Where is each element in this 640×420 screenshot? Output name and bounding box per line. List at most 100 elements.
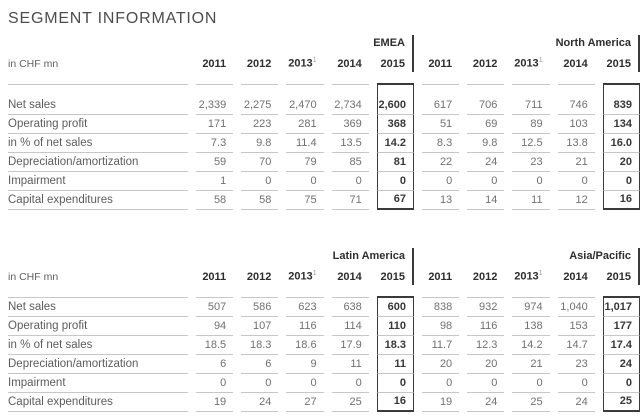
value-cell: 13 [422,191,460,210]
year-header-2013-group2: 20131 [512,264,549,285]
year-label: 2011 [202,58,227,70]
value-cell: 70 [241,153,279,172]
value-cell: 2,339 [196,96,234,115]
spacer-cell [8,85,188,96]
header-rule [512,285,550,298]
value-cell: 11.4 [286,134,324,153]
year-header-2014-group2: 2014 [558,264,595,285]
year-header-2015-group2: 2015 [603,264,640,285]
row-label: in % of net sales [8,134,188,153]
value-cell: 116 [467,317,505,336]
value-cell: 0 [241,374,279,393]
year-label: 2011 [428,271,453,283]
header-rule [241,285,279,298]
value-cell: 103 [557,115,595,134]
value-cell: 0 [512,172,550,191]
year-header-2013-group2: 20131 [512,51,549,72]
header-rule [196,285,234,298]
value-cell: 171 [196,115,234,134]
value-cell: 22 [422,153,460,172]
value-cell: 2,275 [241,96,279,115]
year-label: 2011 [428,58,453,70]
value-cell: 11 [331,355,369,374]
value-cell: 0 [422,374,460,393]
value-cell: 27 [286,393,324,412]
value-cell: 67 [376,191,414,210]
row-label: Capital expenditures [8,393,188,412]
value-cell: 600 [376,298,414,317]
value-cell: 20 [602,153,640,172]
header-rule [331,285,369,298]
value-cell: 58 [241,191,279,210]
value-cell: 12.5 [512,134,550,153]
region-header-north-america: North America [422,35,640,51]
value-cell: 838 [422,298,460,317]
value-cell: 746 [557,96,595,115]
year-label: 2015 [380,271,405,283]
value-cell: 0 [467,172,505,191]
spacer-cell [196,85,233,96]
header-rule [196,72,234,85]
year-label: 2012 [246,271,272,283]
value-cell: 11.7 [422,336,460,355]
value-cell: 17.9 [331,336,369,355]
header-rule [422,285,460,298]
value-cell: 81 [376,153,414,172]
value-cell: 12 [557,191,595,210]
region-header-asia-pacific: Asia/Pacific [422,248,640,264]
value-cell: 281 [286,115,324,134]
year-header-2012-group2: 2012 [467,51,504,72]
value-cell: 586 [241,298,279,317]
year-header-2011-group2: 2011 [422,51,459,72]
row-label: Net sales [8,96,188,115]
value-cell: 13.5 [331,134,369,153]
value-cell: 69 [467,115,505,134]
value-cell: 14 [467,191,505,210]
value-cell: 0 [602,172,640,191]
value-cell: 16 [602,191,640,210]
value-cell: 1 [196,172,234,191]
year-header-2015-group1: 2015 [377,264,414,285]
header-rule [286,72,324,85]
year-label: 2012 [246,58,272,70]
value-cell: 14.2 [512,336,550,355]
value-cell: 0 [557,374,595,393]
value-cell: 116 [286,317,324,336]
value-cell: 368 [376,115,414,134]
value-cell: 24 [241,393,279,412]
value-cell: 1,040 [557,298,595,317]
year-label: 2013 [514,271,539,283]
header-rule [557,285,595,298]
year-label: 2015 [380,58,405,70]
year-label: 2014 [337,271,362,283]
segment-tables: EMEA North America in CHF mn 2011 2012 20131 2… [0,35,640,412]
year-label: 2014 [337,58,362,70]
header-rule [286,285,324,298]
unit-label: in CHF mn [8,271,59,283]
header-rule [602,72,640,85]
footnote-marker: 1 [538,57,543,65]
year-header-2014-group1: 2014 [332,264,369,285]
value-cell: 0 [286,374,324,393]
value-cell: 0 [286,172,324,191]
region-header-latin-america: Latin America [196,248,414,264]
value-cell: 18.5 [196,336,234,355]
value-cell: 0 [422,172,460,191]
value-cell: 177 [602,317,640,336]
value-cell: 18.3 [376,336,414,355]
value-cell: 107 [241,317,279,336]
row-label: Impairment [8,374,188,393]
value-cell: 617 [422,96,460,115]
year-header-2015-group1: 2015 [377,51,414,72]
value-cell: 20 [422,355,460,374]
year-header-2012-group2: 2012 [467,264,504,285]
header-rule [376,285,414,298]
value-cell: 25 [331,393,369,412]
header-rule [512,72,550,85]
value-cell: 24 [467,393,505,412]
value-cell: 14.7 [557,336,595,355]
value-cell: 0 [331,172,369,191]
value-cell: 623 [286,298,324,317]
value-cell: 974 [512,298,550,317]
value-cell: 2,470 [286,96,324,115]
